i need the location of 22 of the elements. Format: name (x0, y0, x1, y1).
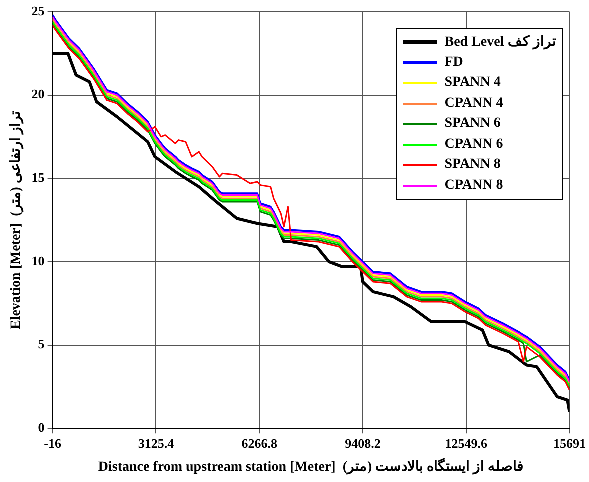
legend-label: CPANN 4 (444, 96, 504, 112)
y-tick-label: 5 (38, 336, 46, 352)
legend-label: CPANN 6 (444, 136, 504, 153)
y-tick-label: 20 (32, 86, 45, 102)
legend-label: FD (444, 54, 464, 71)
legend-label: CPANN 8 (444, 178, 504, 194)
legend-label: Bed Level تراز کف (444, 34, 556, 52)
y-tick-label: 15 (32, 170, 46, 185)
x-tick-label: 6266.8 (242, 436, 278, 451)
x-tick-label: 9408.2 (345, 436, 381, 451)
y-tick-label: 10 (32, 253, 45, 268)
x-tick-label: 3125.4 (138, 436, 175, 451)
x-tick-label: 12549.6 (445, 436, 488, 451)
y-tick-label: 0 (38, 420, 45, 435)
legend-label: SPANN 6 (444, 116, 501, 132)
legend-label: SPANN 8 (444, 157, 501, 174)
y-tick-label: 25 (32, 3, 46, 18)
x-tick-label: 15691 (554, 436, 586, 451)
legend-label: SPANN 4 (444, 75, 501, 92)
y-axis-title: Elevation [Meter] تراز ارتفاعی (متر) (9, 111, 24, 330)
x-axis-title: Distance from upstream station [Meter] فاصله از ایستگاه بالادست (متر) (98, 458, 524, 476)
x-tick-label: -16 (44, 436, 62, 451)
